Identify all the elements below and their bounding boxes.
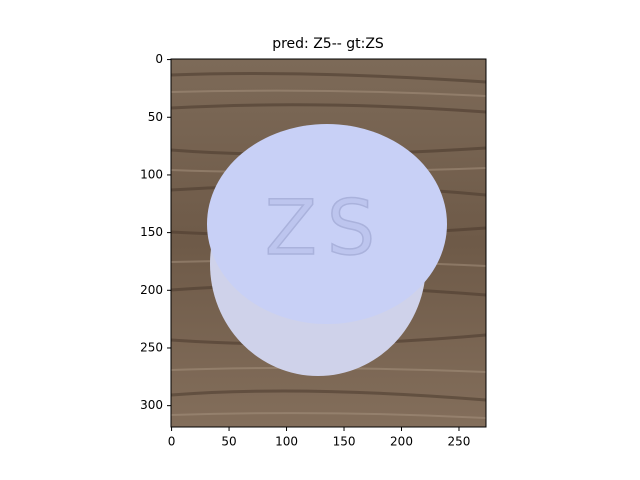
- y-tick-label: 50: [148, 110, 163, 124]
- image: [171, 59, 486, 427]
- x-tick-label: 200: [390, 435, 413, 449]
- y-tick-label: 0: [155, 52, 163, 66]
- pill-face: [207, 124, 447, 324]
- x-tick-label: 50: [221, 435, 236, 449]
- y-tick-label: 200: [140, 283, 163, 297]
- embossed-text: ZS: [265, 183, 385, 272]
- y-tick-label: 150: [140, 225, 163, 239]
- y-tick-label: 300: [140, 398, 163, 412]
- x-tick-label: 250: [448, 435, 471, 449]
- axes-frame: [170, 58, 487, 428]
- chart-title: pred: Z5-- gt:ZS: [272, 36, 384, 52]
- x-tick-label: 150: [333, 435, 356, 449]
- y-tick-label: 250: [140, 340, 163, 354]
- x-tick-label: 0: [168, 435, 176, 449]
- x-tick-label: 100: [275, 435, 298, 449]
- y-tick-label: 100: [140, 167, 163, 181]
